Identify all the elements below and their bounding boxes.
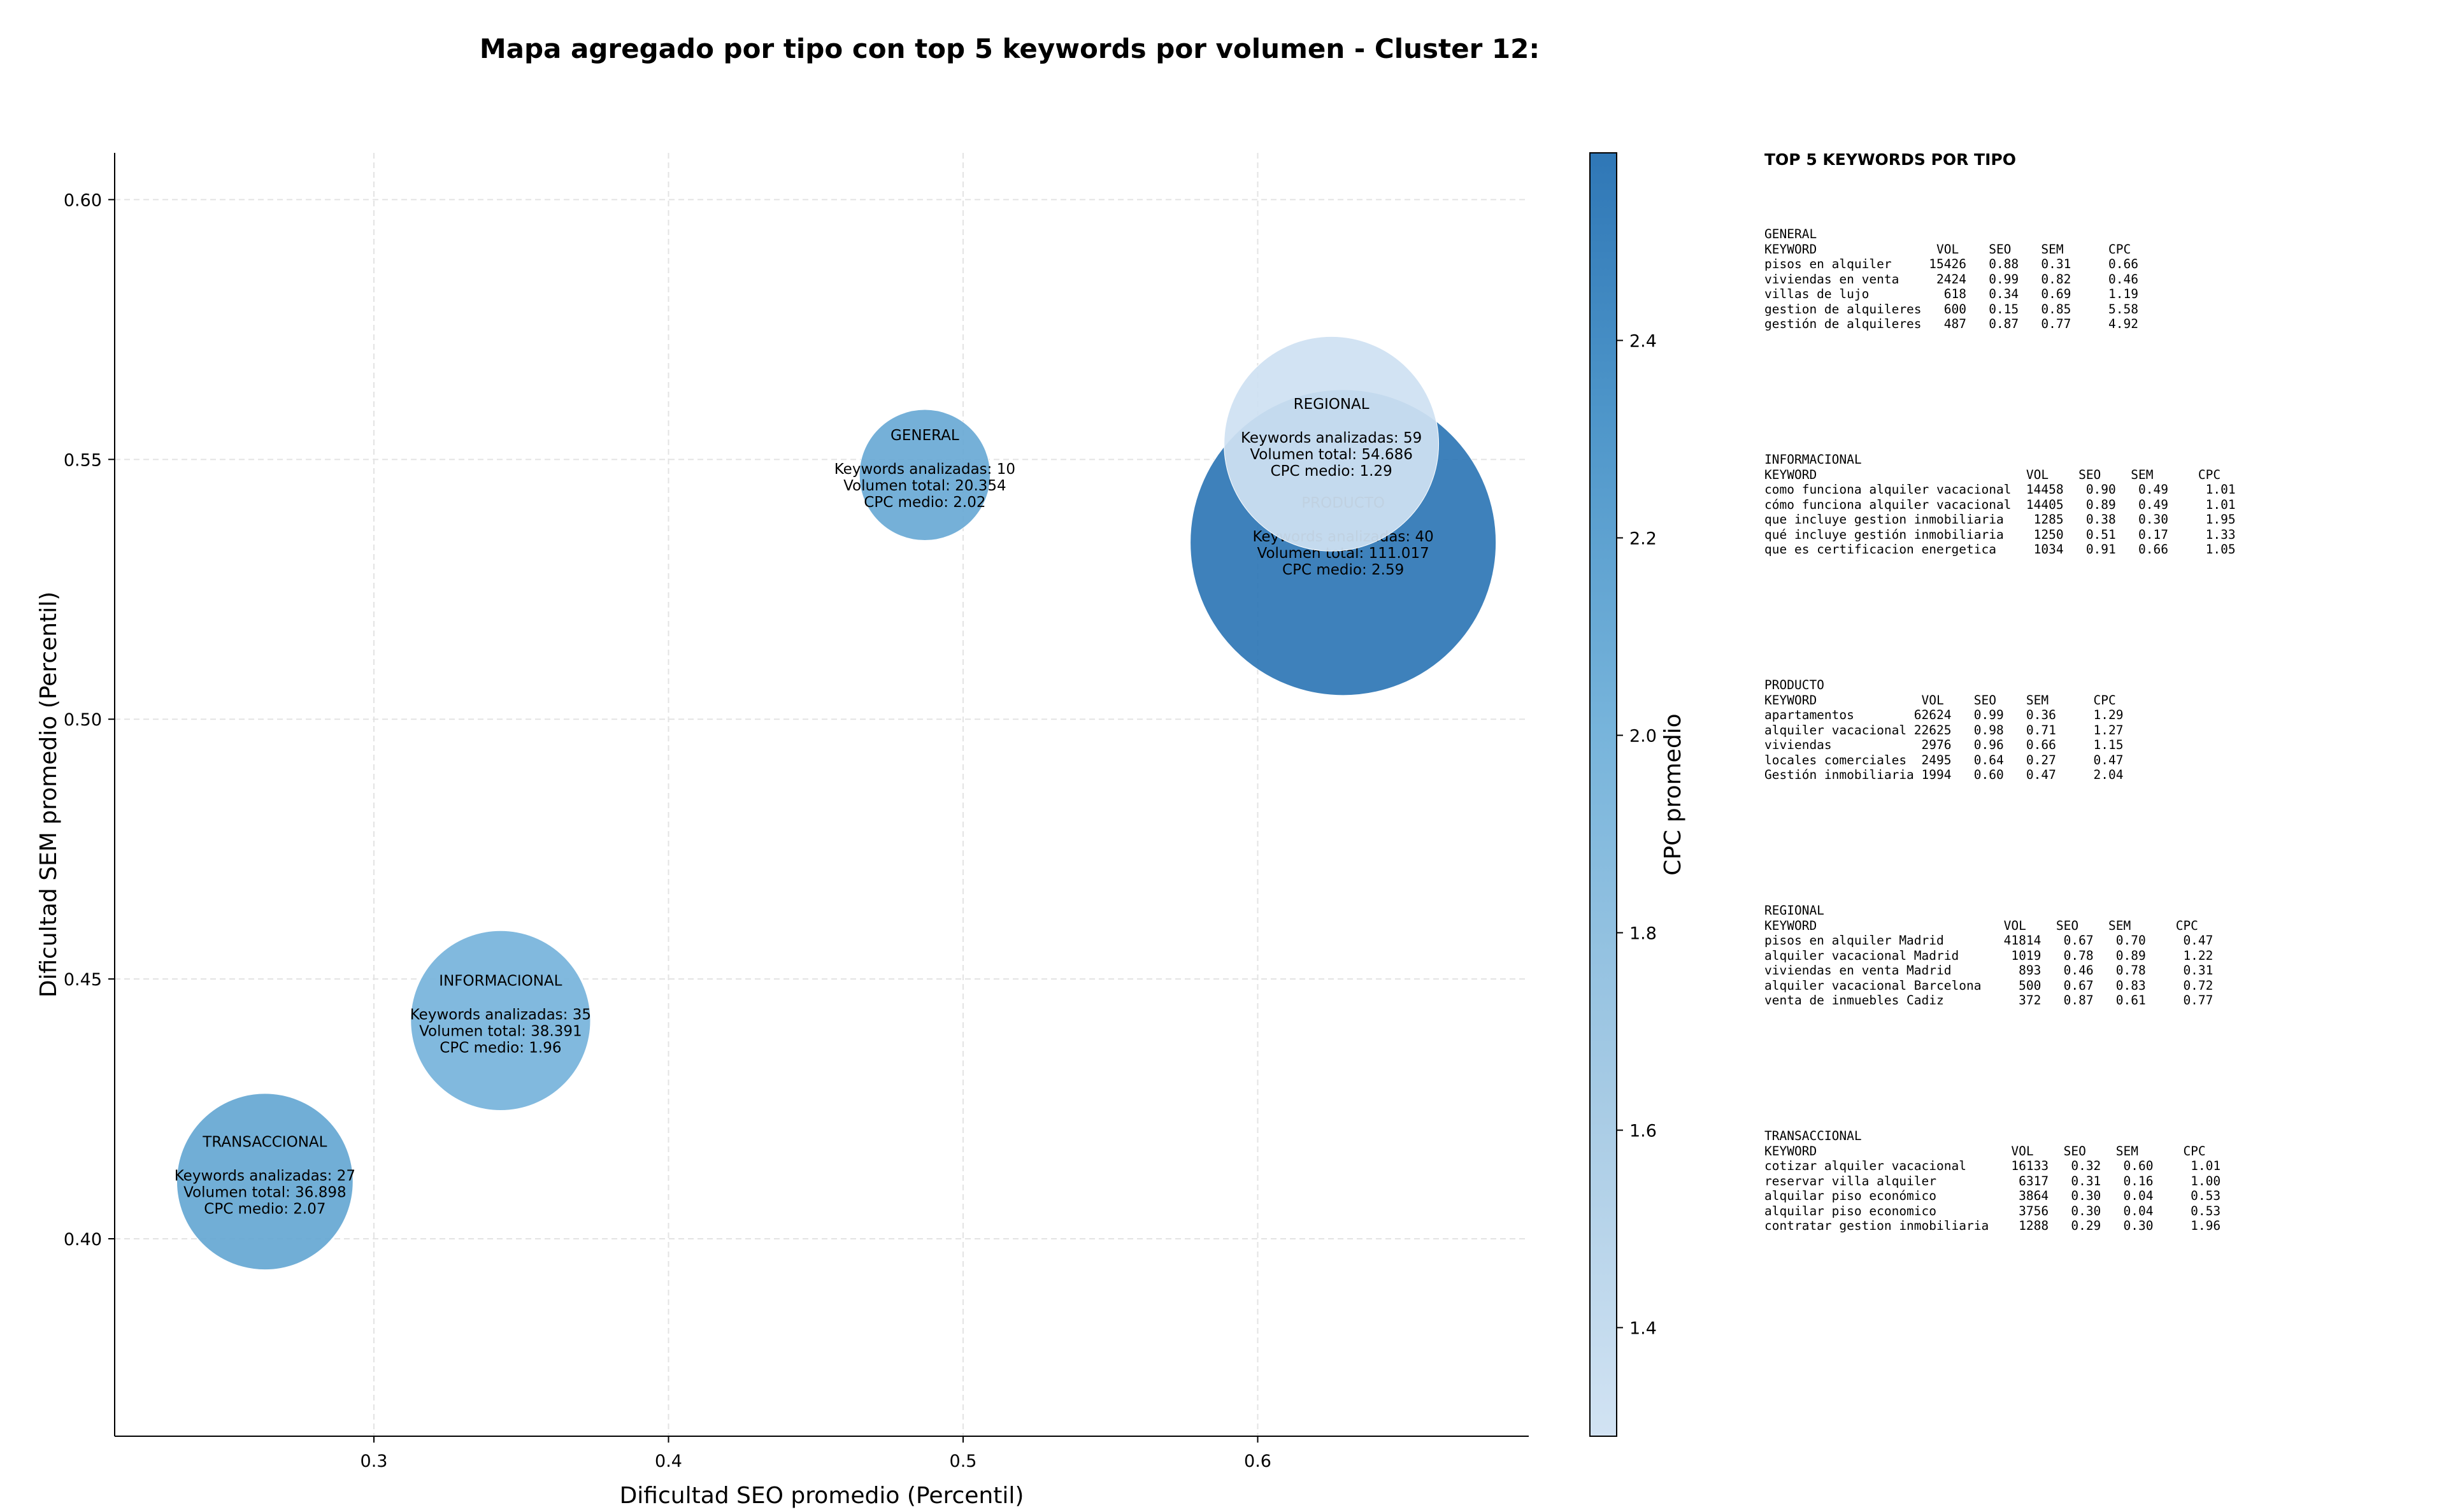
keyword-table-row: que es certificacion energetica 1034 0.9…	[1764, 542, 2236, 557]
x-tick-label: 0.3	[361, 1451, 388, 1471]
keyword-table-general: GENERAL KEYWORD VOL SEO SEM CPC pisos en a…	[1764, 227, 2138, 332]
bubble-volume-label: Volumen total: 36.898	[183, 1184, 347, 1201]
keyword-table-row: contratar gestion inmobiliaria 1288 0.29…	[1764, 1218, 2221, 1233]
keyword-table-row: gestion de alquileres 600 0.15 0.85 5.58	[1764, 301, 2138, 317]
bubble-cpc-label: CPC medio: 2.02	[864, 494, 985, 511]
keyword-table-heading: REGIONAL	[1764, 903, 1824, 918]
bubble-volume-label: Volumen total: 38.391	[419, 1023, 582, 1039]
bubble-circle	[1224, 336, 1440, 552]
keyword-table-informacional: INFORMACIONAL KEYWORD VOL SEO SEM CPC como…	[1764, 452, 2236, 557]
keyword-table-row: alquilar piso economico 3756 0.30 0.04 0…	[1764, 1203, 2221, 1218]
y-tick-label: 0.45	[64, 970, 102, 990]
keyword-table-row: pisos en alquiler Madrid 41814 0.67 0.70…	[1764, 933, 2214, 948]
colorbar-tick-label: 1.8	[1629, 924, 1657, 944]
keyword-table-heading: TRANSACCIONAL	[1764, 1129, 1862, 1143]
keyword-table-row: cómo funciona alquiler vacacional 14405 …	[1764, 497, 2236, 512]
bubble-circle	[859, 409, 991, 541]
colorbar-tick-label: 2.2	[1629, 529, 1657, 549]
bubble-keywords-label: Keywords analizadas: 59	[1241, 430, 1422, 446]
x-tick-label: 0.6	[1244, 1451, 1271, 1471]
y-axis-label: Dificultad SEM promedio (Percentil)	[36, 592, 62, 998]
bubble-volume-label: Volumen total: 20.354	[843, 478, 1006, 494]
bubble-type-label: GENERAL	[890, 427, 959, 444]
keyword-table-row: qué incluye gestión inmobiliaria 1250 0.…	[1764, 527, 2236, 542]
bubble-volume-label: Volumen total: 54.686	[1250, 446, 1413, 463]
keyword-table-row: gestión de alquileres 487 0.87 0.77 4.92	[1764, 317, 2138, 331]
colorbar-tick-label: 1.6	[1629, 1122, 1657, 1141]
keyword-table-row: alquiler vacacional Barcelona 500 0.67 0…	[1764, 978, 2214, 993]
keyword-table-row: alquiler vacacional 22625 0.98 0.71 1.27	[1764, 722, 2124, 738]
colorbar-gradient	[1589, 152, 1617, 1437]
bubble-type-label: REGIONAL	[1294, 396, 1370, 413]
keyword-table-row: pisos en alquiler 15426 0.88 0.31 0.66	[1764, 257, 2138, 271]
bubble-keywords-label: Keywords analizadas: 35	[410, 1006, 591, 1023]
x-tick-label: 0.4	[655, 1451, 682, 1471]
chart-title: Mapa agregado por tipo con top 5 keyword…	[479, 33, 1540, 64]
x-axis-label: Dificultad SEO promedio (Percentil)	[620, 1483, 1024, 1509]
keyword-table-row: que incluye gestion inmobiliaria 1285 0.…	[1764, 512, 2236, 527]
bubble-keywords-label: Keywords analizadas: 10	[834, 461, 1015, 478]
y-tick-label: 0.60	[64, 190, 102, 210]
keyword-table-header-row: KEYWORD VOL SEO SEM CPC	[1764, 918, 2198, 933]
colorbar-label: CPC promedio	[1660, 713, 1686, 875]
colorbar-tick-label: 2.4	[1629, 332, 1657, 352]
keyword-table-row: viviendas en venta Madrid 893 0.46 0.78 …	[1764, 963, 2214, 978]
y-tick-label: 0.50	[64, 710, 102, 730]
keyword-table-header-row: KEYWORD VOL SEO SEM CPC	[1764, 467, 2221, 482]
keyword-table-row: cotizar alquiler vacacional 16133 0.32 0…	[1764, 1159, 2221, 1173]
top-keywords-title: TOP 5 KEYWORDS POR TIPO	[1764, 150, 2016, 169]
keyword-table-header-row: KEYWORD VOL SEO SEM CPC	[1764, 692, 2116, 708]
keyword-table-row: locales comerciales 2495 0.64 0.27 0.47	[1764, 752, 2124, 767]
bubble-type-label: INFORMACIONAL	[439, 973, 562, 989]
bubble-cpc-label: CPC medio: 2.07	[204, 1201, 325, 1217]
keyword-table-heading: GENERAL	[1764, 227, 1817, 241]
bubble-circle	[410, 930, 591, 1111]
keyword-table-row: alquilar piso económico 3864 0.30 0.04 0…	[1764, 1188, 2221, 1203]
keyword-table-heading: INFORMACIONAL	[1764, 452, 1862, 467]
bubble-transaccional: TRANSACCIONAL Keywords analizadas: 27Volu…	[175, 1093, 355, 1271]
colorbar-tick-label: 1.4	[1629, 1319, 1657, 1339]
y-tick-label: 0.40	[64, 1230, 102, 1250]
keyword-table-row: villas de lujo 618 0.34 0.69 1.19	[1764, 287, 2138, 301]
bubble-cpc-label: CPC medio: 2.59	[1282, 562, 1404, 578]
keyword-table-row: viviendas en venta 2424 0.99 0.82 0.46	[1764, 271, 2138, 287]
keyword-table-producto: PRODUCTO KEYWORD VOL SEO SEM CPC apartamen…	[1764, 678, 2124, 783]
keyword-table-row: venta de inmuebles Cadiz 372 0.87 0.61 0…	[1764, 993, 2214, 1008]
colorbar-tick-label: 2.0	[1629, 727, 1657, 746]
bubble-circle	[176, 1093, 354, 1271]
keyword-table-row: viviendas 2976 0.96 0.66 1.15	[1764, 738, 2124, 752]
keyword-table-row: Gestión inmobiliaria 1994 0.60 0.47 2.04	[1764, 767, 2124, 782]
keyword-table-row: alquiler vacacional Madrid 1019 0.78 0.8…	[1764, 948, 2214, 963]
bubble-cpc-label: CPC medio: 1.29	[1271, 463, 1392, 480]
keyword-table-transaccional: TRANSACCIONAL KEYWORD VOL SEO SEM CPC coti…	[1764, 1129, 2221, 1234]
top-keywords-panel: TOP 5 KEYWORDS POR TIPO GENERAL KEYWORD V…	[1764, 150, 2427, 1424]
bubble-informacional: INFORMACIONAL Keywords analizadas: 35Volu…	[410, 930, 591, 1111]
keyword-table-row: reservar villa alquiler 6317 0.31 0.16 1…	[1764, 1173, 2221, 1188]
x-tick-label: 0.5	[950, 1451, 977, 1471]
keyword-table-header-row: KEYWORD VOL SEO SEM CPC	[1764, 241, 2131, 257]
bubble-cpc-label: CPC medio: 1.96	[440, 1039, 561, 1056]
bubble-keywords-label: Keywords analizadas: 27	[175, 1167, 355, 1184]
keyword-table-row: apartamentos 62624 0.99 0.36 1.29	[1764, 708, 2124, 722]
y-tick-label: 0.55	[64, 450, 102, 470]
keyword-table-heading: PRODUCTO	[1764, 678, 1824, 692]
bubble-type-label: TRANSACCIONAL	[202, 1134, 327, 1150]
keyword-table-regional: REGIONAL KEYWORD VOL SEO SEM CPC pisos en …	[1764, 903, 2213, 1008]
colorbar: 1.4 1.6 1.8 2.0 2.2 2.4 CPC promedio	[1589, 152, 1686, 1437]
axes: 0.3 0.4 0.5 0.6 0.40 0.45 0.50 0.55 0.60 Dificult…	[36, 153, 1529, 1509]
keyword-table-row: como funciona alquiler vacacional 14458 …	[1764, 482, 2236, 497]
keyword-table-header-row: KEYWORD VOL SEO SEM CPC	[1764, 1143, 2206, 1159]
